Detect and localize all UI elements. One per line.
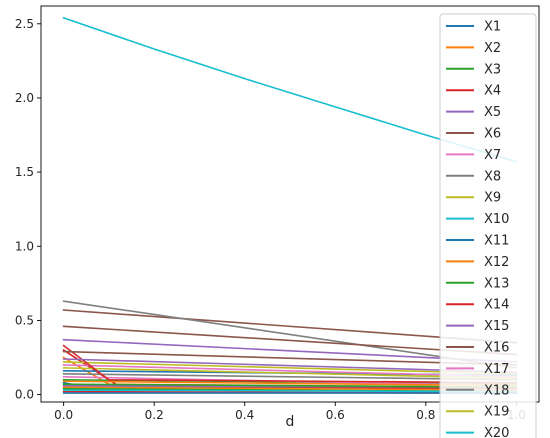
- y-tick-label: 1.0: [15, 239, 34, 253]
- legend-label: X17: [484, 362, 509, 377]
- legend-label: X3: [484, 62, 501, 77]
- legend-box: [439, 13, 537, 438]
- legend-label: X20: [484, 426, 509, 438]
- series-line-x24: [62, 344, 518, 384]
- legend-label: X13: [484, 276, 509, 291]
- legend-label: X5: [484, 105, 501, 120]
- y-tick-label: 1.5: [15, 165, 34, 179]
- legend-label: X14: [484, 298, 509, 313]
- plot-frame: [40, 5, 540, 403]
- legend-label: X9: [484, 191, 501, 206]
- legend-label: X16: [484, 341, 509, 356]
- legend-label: X15: [484, 319, 509, 334]
- x-tick-label: 0.6: [326, 408, 345, 422]
- legend-label: X7: [484, 148, 501, 163]
- x-tick-label: 0.0: [54, 408, 73, 422]
- legend-label: X4: [484, 84, 501, 99]
- legend-label: X12: [484, 255, 509, 270]
- axis-layer: 0.00.20.40.60.81.00.00.51.01.52.02.5: [15, 17, 526, 422]
- legend-label: X18: [484, 383, 509, 398]
- legend-label: X2: [484, 41, 501, 56]
- legend-label: X8: [484, 169, 501, 184]
- x-tick-label: 0.4: [235, 408, 254, 422]
- legend: X1 X2 X3 X4 X5 X6 X7 X8 X9 X10 X11 X12 X13 X14 X15 X16 X…: [439, 13, 537, 438]
- x-axis-label: d: [286, 414, 295, 430]
- x-tick-label: 0.8: [416, 408, 435, 422]
- legend-label: X11: [484, 234, 509, 249]
- legend-label: X1: [484, 20, 501, 35]
- y-tick-label: 0.0: [15, 388, 34, 402]
- legend-label: X10: [484, 212, 509, 227]
- y-tick-label: 2.5: [15, 17, 34, 31]
- x-tick-label: 0.2: [145, 408, 164, 422]
- y-tick-label: 0.5: [15, 313, 34, 327]
- y-tick-label: 2.0: [15, 91, 34, 105]
- legend-label: X19: [484, 405, 509, 420]
- legend-label: X6: [484, 127, 501, 142]
